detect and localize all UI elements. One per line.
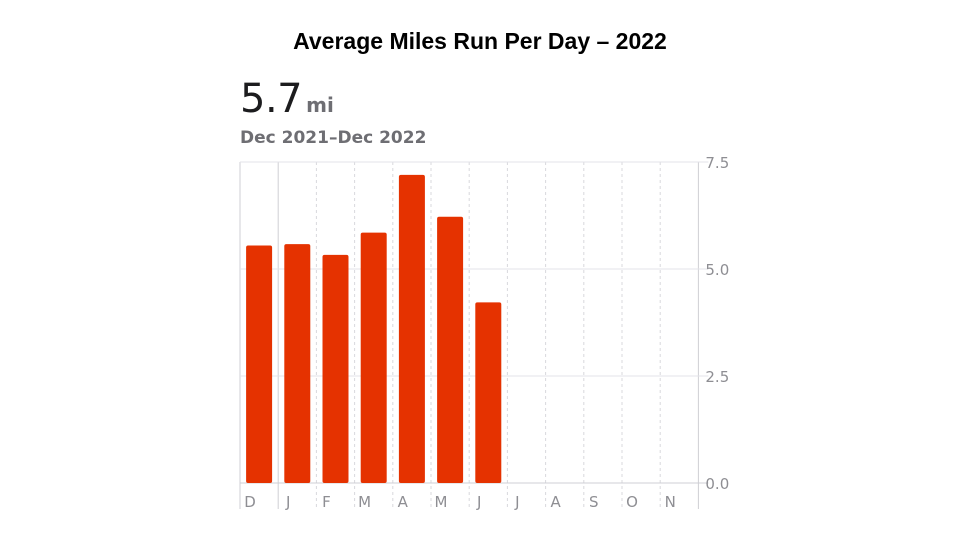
x-tick-label: A <box>398 493 409 511</box>
x-tick-label: J <box>514 493 519 511</box>
y-tick-label: 0.0 <box>705 475 729 493</box>
x-tick-label: F <box>322 493 331 511</box>
x-tick-label: J <box>476 493 481 511</box>
bar <box>246 245 273 483</box>
x-tick-label: M <box>358 493 371 511</box>
y-tick-label: 2.5 <box>705 368 729 386</box>
x-tick-label: J <box>285 493 290 511</box>
y-tick-label: 7.5 <box>705 154 729 172</box>
bar <box>475 302 502 483</box>
x-tick-label: N <box>665 493 676 511</box>
bar <box>360 232 387 483</box>
bar <box>437 216 464 483</box>
bar <box>398 174 425 483</box>
summary-value: 5.7 <box>240 76 303 122</box>
bar <box>284 244 311 483</box>
x-tick-label: M <box>435 493 448 511</box>
bar <box>322 254 349 483</box>
date-range: Dec 2021–Dec 2022 <box>240 128 427 148</box>
chart-title: Average Miles Run Per Day – 2022 <box>293 28 667 54</box>
x-tick-label: S <box>589 493 599 511</box>
x-tick-label: O <box>626 493 638 511</box>
x-tick-label: D <box>244 493 256 511</box>
summary-figure: 5.7 mi <box>240 76 334 122</box>
x-tick-label: A <box>550 493 561 511</box>
y-tick-label: 5.0 <box>705 261 729 279</box>
summary-unit: mi <box>306 93 334 117</box>
